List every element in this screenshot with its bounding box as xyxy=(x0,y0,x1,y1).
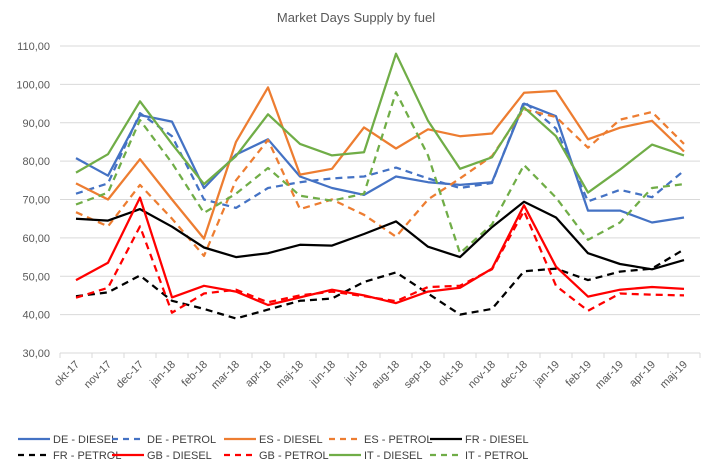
x-tick-label: apr-18 xyxy=(243,359,274,390)
gridlines xyxy=(60,45,700,354)
x-tick-label: aug-18 xyxy=(369,359,402,392)
legend-item: GB - DIESEL xyxy=(112,450,212,462)
legend-label: GB - PETROL xyxy=(259,450,329,462)
y-tick-label: 30,00 xyxy=(22,348,50,360)
legend-item: IT - DIESEL xyxy=(329,450,422,462)
x-tick-label: mar-18 xyxy=(209,359,242,392)
x-tick-label: dec-17 xyxy=(114,359,146,391)
x-tick-label: mar-19 xyxy=(593,359,626,392)
x-tick-label: okt-17 xyxy=(52,359,82,389)
x-tick-label: dec-18 xyxy=(498,359,530,391)
x-tick-label: feb-19 xyxy=(564,359,595,390)
y-tick-label: 100,00 xyxy=(16,79,50,91)
y-tick-label: 80,00 xyxy=(22,156,50,168)
series-line-gb-diesel xyxy=(75,196,685,307)
x-tick-label: jan-19 xyxy=(531,359,562,390)
legend-item: FR - DIESEL xyxy=(430,434,529,446)
legend-label: IT - PETROL xyxy=(465,450,528,462)
legend-label: ES - PETROL xyxy=(364,434,432,446)
legend-item: DE - PETROL xyxy=(112,434,216,446)
legend-item: FR - PETROL xyxy=(18,450,121,462)
legend-label: DE - PETROL xyxy=(147,434,216,446)
x-tick-label: nov-17 xyxy=(82,359,114,391)
legend-item: GB - PETROL xyxy=(224,450,329,462)
series-line-it-diesel xyxy=(75,52,685,194)
y-tick-label: 50,00 xyxy=(22,271,50,283)
legend-label: FR - PETROL xyxy=(53,450,121,462)
legend-item: IT - PETROL xyxy=(430,450,528,462)
y-tick-label: 110,00 xyxy=(17,41,50,53)
y-tick-label: 70,00 xyxy=(22,195,50,207)
series-line-de-petrol xyxy=(75,100,685,210)
y-tick-label: 90,00 xyxy=(22,118,50,130)
x-tick-label: feb-18 xyxy=(180,359,211,390)
series-line-es-diesel xyxy=(75,86,685,240)
legend-label: ES - DIESEL xyxy=(259,434,323,446)
x-tick-label: jan-18 xyxy=(147,359,178,390)
legend-label: IT - DIESEL xyxy=(364,450,422,462)
y-axis-ticks: 30,00 40,00 50,00 60,00 70,00 80,00 90,00 100,0… xyxy=(16,41,50,360)
legend-label: GB - DIESEL xyxy=(147,450,212,462)
series-line-es-petrol xyxy=(75,108,685,258)
series-line-fr-diesel xyxy=(75,200,685,271)
x-tick-label: jul-18 xyxy=(342,359,370,387)
x-tick-label: maj-19 xyxy=(658,359,690,391)
legend: DE - DIESEL DE - PETROL ES - DIESEL ES - PE… xyxy=(18,434,529,462)
x-axis xyxy=(59,353,701,358)
legend-item: DE - DIESEL xyxy=(18,434,117,446)
x-tick-label: maj-18 xyxy=(274,359,306,391)
series-line-gb-petrol xyxy=(75,209,685,314)
legend-item: ES - PETROL xyxy=(329,434,432,446)
legend-label: DE - DIESEL xyxy=(53,434,117,446)
series-lines xyxy=(75,52,685,320)
series-line-fr-petrol xyxy=(75,248,685,320)
legend-item: ES - DIESEL xyxy=(224,434,323,446)
x-tick-label: apr-19 xyxy=(627,359,658,390)
chart-title: Market Days Supply by fuel xyxy=(277,10,435,25)
x-tick-label: okt-18 xyxy=(436,359,466,389)
series-line-it-petrol xyxy=(75,90,685,255)
x-tick-label: nov-18 xyxy=(466,359,498,391)
x-tick-label: jun-18 xyxy=(307,359,338,390)
x-tick-label: sep-18 xyxy=(402,359,434,391)
y-tick-label: 60,00 xyxy=(22,233,50,245)
legend-label: FR - DIESEL xyxy=(465,434,529,446)
series-line-de-diesel xyxy=(75,102,685,224)
y-tick-label: 40,00 xyxy=(22,310,50,322)
